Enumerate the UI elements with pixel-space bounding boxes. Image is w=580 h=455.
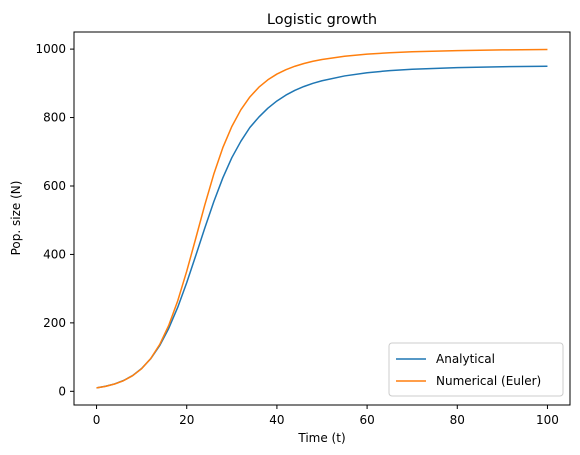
plot-frame (73, 31, 571, 406)
series-line-analytical (96, 65, 548, 389)
x-tick-label: 40 (269, 413, 284, 427)
x-tick-label: 20 (179, 413, 194, 427)
y-tick-label: 800 (43, 111, 66, 125)
series-line-numerical (96, 48, 548, 389)
legend-label-numerical: Numerical (Euler) (436, 374, 541, 388)
x-tick-label: 60 (359, 413, 374, 427)
y-axis-label: Pop. size (N) (9, 181, 23, 256)
y-tick-label: 400 (43, 247, 66, 261)
chart-title: Logistic growth (267, 12, 377, 28)
y-tick-label: 1000 (35, 42, 66, 56)
y-tick-label: 0 (58, 384, 66, 398)
x-tick-label: 80 (450, 413, 465, 427)
legend-box (388, 342, 564, 397)
y-tick-label: 200 (43, 316, 66, 330)
y-axis-ticks: 0 200 400 600 800 1000 (35, 42, 74, 398)
x-axis-ticks: 0 20 40 60 80 100 (93, 405, 559, 427)
x-axis-label: Time (t) (297, 431, 345, 445)
y-tick-label: 600 (43, 179, 66, 193)
legend: Analytical Numerical (Euler) (388, 342, 564, 397)
x-tick-label: 0 (93, 413, 101, 427)
legend-label-analytical: Analytical (436, 352, 495, 366)
x-tick-label: 100 (536, 413, 559, 427)
